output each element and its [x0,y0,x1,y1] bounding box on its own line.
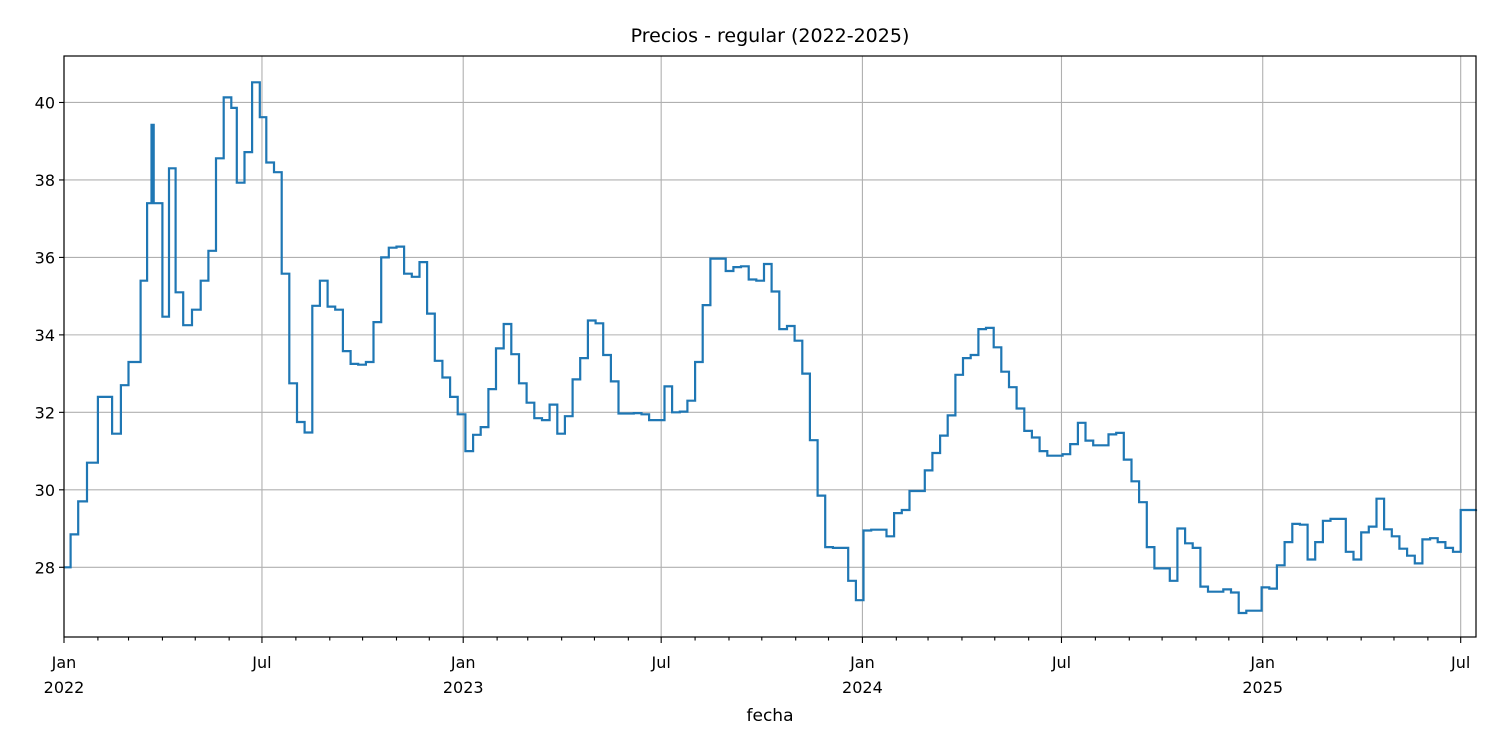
x-tick-year: 2024 [842,678,883,697]
x-tick-label: Jul [251,653,271,672]
x-tick-label: Jan [450,653,476,672]
x-tick-label: Jul [1450,653,1470,672]
y-tick-label: 28 [35,558,55,577]
y-tick-label: 38 [35,171,55,190]
x-axis: Jan 2022 Jul Jan 2023 Jul Jan 2024 Jul Jan 2025 Jul [44,637,1470,697]
x-tick-label: Jan [849,653,875,672]
y-tick-label: 34 [35,326,55,345]
x-tick-label: Jan [1249,653,1275,672]
y-tick-label: 32 [35,403,55,422]
chart-title: Precios - regular (2022-2025) [631,25,910,47]
x-axis-label: fecha [747,706,794,726]
y-tick-label: 36 [35,248,55,267]
series-line [64,81,1478,615]
plot-frame [63,55,1477,638]
x-tick-year: 2023 [443,678,484,697]
x-tick-label: Jul [1051,653,1071,672]
x-tick-label: Jan [51,653,77,672]
series-layer [64,81,1478,615]
x-tick-year: 2022 [44,678,85,697]
x-tick-label: Jul [651,653,671,672]
y-axis: 28 30 32 34 36 38 40 [35,93,64,577]
grid-lines [63,56,1476,637]
y-tick-label: 40 [35,93,55,112]
x-tick-year: 2025 [1242,678,1283,697]
y-tick-label: 30 [35,481,55,500]
